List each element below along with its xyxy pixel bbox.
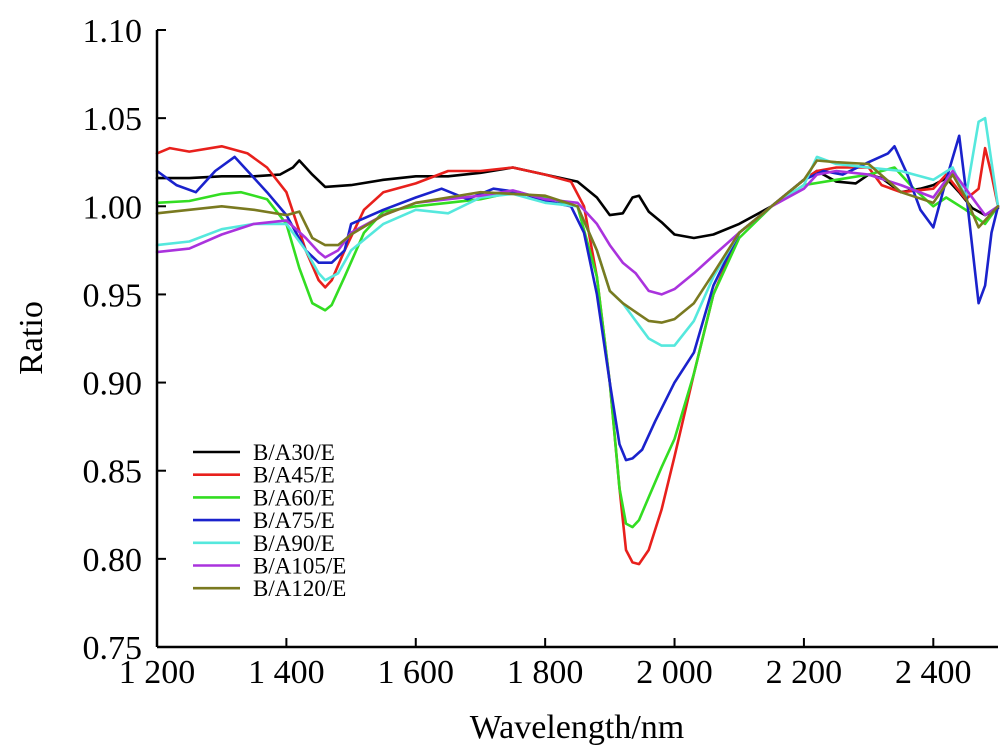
legend-label: B/A120/E — [253, 576, 346, 601]
x-tick-label: 1 400 — [248, 654, 325, 691]
y-tick-label: 0.80 — [83, 542, 143, 579]
x-tick-label: 1 600 — [378, 654, 455, 691]
y-ticks: 0.75 0.80 0.85 0.90 0.95 1.00 1.05 1.10 — [83, 13, 166, 667]
legend-label: B/A105/E — [253, 554, 346, 579]
x-tick-label: 2 200 — [766, 654, 843, 691]
y-tick-label: 0.75 — [83, 630, 143, 667]
legend-label: B/A45/E — [253, 463, 335, 488]
y-tick-label: 0.95 — [83, 277, 143, 314]
series-line-6 — [155, 159, 1000, 324]
y-axis-title: Ratio — [13, 301, 50, 375]
series-line-5 — [155, 169, 1000, 296]
series-line-4 — [155, 116, 1000, 347]
x-ticks: 1 200 1 400 1 600 1 800 2 000 2 200 2 400 — [119, 638, 972, 691]
y-tick-label: 1.00 — [83, 189, 143, 226]
legend-label: B/A30/E — [253, 440, 335, 465]
x-tick-label: 2 000 — [636, 654, 713, 691]
y-tick-label: 0.85 — [83, 454, 143, 491]
axes — [155, 30, 998, 649]
series-line-3 — [155, 134, 1000, 462]
y-tick-label: 1.10 — [83, 13, 143, 50]
y-tick-label: 1.05 — [83, 101, 143, 138]
x-axis-title: Wavelength/nm — [470, 709, 684, 746]
legend-label: B/A60/E — [253, 485, 335, 510]
legend-label: B/A90/E — [253, 531, 335, 556]
legend: B/A30/EB/A45/EB/A60/EB/A75/EB/A90/EB/A10… — [193, 440, 346, 601]
x-tick-label: 1 200 — [119, 654, 196, 691]
series-line-2 — [155, 166, 1000, 529]
x-tick-label: 1 800 — [507, 654, 584, 691]
legend-label: B/A75/E — [253, 508, 335, 533]
plot-area — [155, 116, 1000, 566]
x-tick-label: 2 400 — [895, 654, 972, 691]
y-tick-label: 0.90 — [83, 366, 143, 403]
